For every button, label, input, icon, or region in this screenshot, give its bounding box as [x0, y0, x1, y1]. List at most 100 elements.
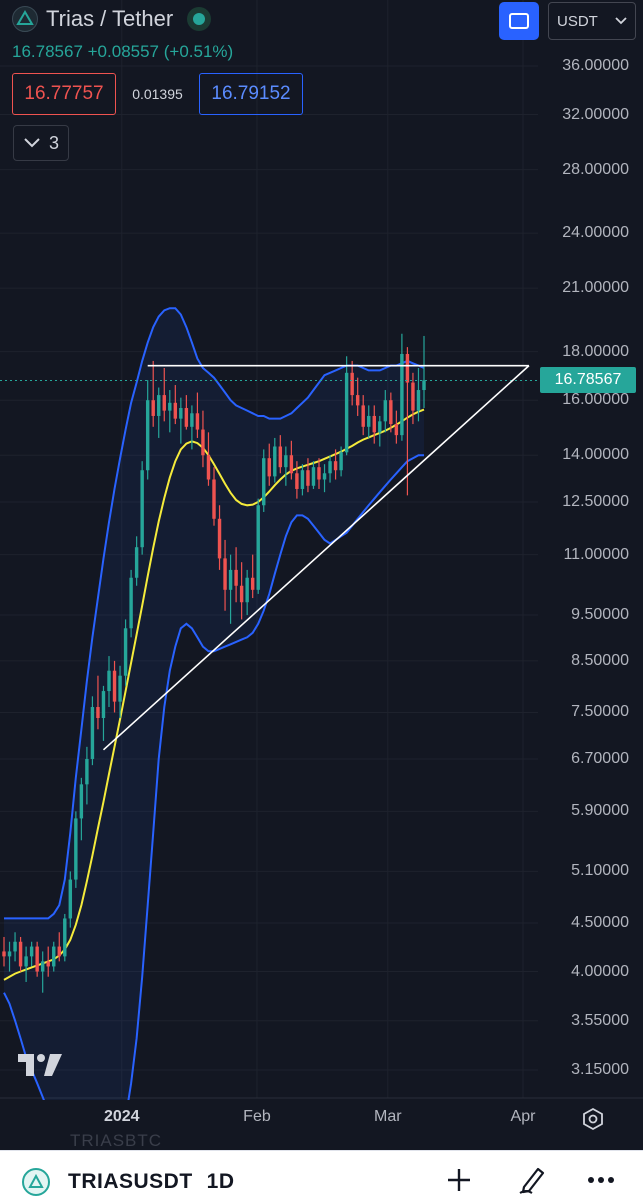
- timeframe-selector[interactable]: 1D: [206, 1170, 235, 1193]
- candle-body: [372, 415, 376, 433]
- price-axis-label: 28.00000: [562, 160, 629, 178]
- candle-body: [344, 372, 349, 453]
- time-axis-label: 2024: [103, 1108, 140, 1125]
- chevron-down-icon: [24, 138, 40, 148]
- candle-body: [350, 372, 354, 396]
- price-axis-label: 32.00000: [562, 105, 629, 123]
- candle-body: [7, 951, 12, 957]
- candle-body: [134, 547, 139, 578]
- time-axis-label: Mar: [374, 1108, 402, 1125]
- candle-body: [355, 395, 360, 406]
- candle-body: [322, 473, 327, 480]
- buy-price-button[interactable]: 16.79152: [199, 73, 303, 115]
- price-axis-label: 11.00000: [563, 545, 629, 563]
- more-options-button[interactable]: [581, 1162, 621, 1198]
- last-price-change: 16.78567 +0.08557 (+0.51%): [12, 42, 234, 61]
- bid-ask-panel: 16.77757 0.01395 16.79152: [12, 73, 303, 115]
- candle-body: [96, 707, 100, 719]
- price-axis-label: 4.00000: [571, 962, 629, 980]
- candle-body: [118, 675, 122, 702]
- chart-settings-button[interactable]: [578, 1104, 608, 1134]
- candle-body: [278, 446, 283, 468]
- price-chart[interactable]: [0, 0, 643, 1100]
- candle-body: [389, 400, 393, 425]
- bollinger-band-fill: [4, 308, 424, 1100]
- candle-body: [57, 946, 61, 957]
- price-axis-label: 16.00000: [562, 391, 629, 409]
- candle-body: [295, 473, 299, 489]
- fullscreen-button[interactable]: [499, 2, 539, 40]
- ascending-trendline: [102, 365, 530, 751]
- drawing-tools-button[interactable]: [512, 1162, 552, 1198]
- candle-body: [123, 628, 128, 676]
- candle-body: [411, 382, 415, 411]
- candle-body: [378, 421, 382, 433]
- tradingview-logo: [16, 1050, 64, 1083]
- price-axis-label: 21.00000: [562, 279, 629, 297]
- candle-body: [228, 569, 233, 590]
- candle-body: [151, 400, 155, 416]
- currency-value: USDT: [557, 12, 598, 30]
- time-axis-label: Apr: [510, 1108, 536, 1125]
- chart-area[interactable]: Trias / Tether 16.78567 +0.08557 (+0.51%…: [0, 0, 643, 1131]
- candle-body: [2, 951, 6, 957]
- candle-body: [300, 470, 305, 489]
- candle-body: [422, 380, 426, 391]
- pen-icon: [519, 1167, 545, 1194]
- candle-body: [24, 956, 28, 967]
- candle-body: [35, 946, 39, 972]
- candle-body: [383, 400, 388, 422]
- candle-body: [190, 413, 194, 427]
- candle-body: [239, 585, 244, 603]
- candle-body: [13, 941, 17, 952]
- candle-body: [157, 395, 161, 416]
- candle-body: [394, 424, 399, 436]
- more-dots-icon: [588, 1177, 614, 1183]
- market-open-status-icon: [187, 7, 212, 31]
- candle-body: [29, 946, 34, 957]
- candle-body: [101, 691, 106, 719]
- candle-body: [179, 408, 183, 419]
- symbol-title: Trias / Tether: [46, 6, 174, 31]
- sell-price-button[interactable]: 16.77757: [12, 73, 116, 115]
- price-axis-label: 3.55000: [571, 1011, 629, 1029]
- price-axis-label: 6.70000: [571, 749, 629, 767]
- price-axis-label: 12.50000: [562, 492, 629, 510]
- candle-body: [306, 470, 310, 486]
- candle-body: [317, 467, 321, 480]
- price-axis-label: 7.50000: [571, 703, 629, 721]
- current-price-tag: 16.78567: [540, 367, 636, 394]
- add-button[interactable]: [439, 1162, 479, 1198]
- price-axis-label: 5.90000: [571, 802, 629, 820]
- candle-body: [328, 461, 332, 474]
- price-axis-label: 8.50000: [571, 651, 629, 669]
- candle-body: [339, 452, 343, 471]
- candle-body: [367, 415, 371, 427]
- candle-body: [63, 918, 67, 957]
- candle-body: [273, 446, 277, 477]
- trias-coin-icon: [12, 6, 38, 32]
- candle-body: [74, 818, 78, 880]
- candle-body: [79, 784, 84, 819]
- candle-body: [234, 569, 238, 586]
- candle-body: [140, 470, 144, 548]
- candle-body: [195, 413, 200, 430]
- candle-body: [289, 455, 294, 474]
- indicators-toggle-button[interactable]: 3: [13, 125, 69, 161]
- candle-body: [46, 961, 50, 967]
- currency-select[interactable]: USDT: [548, 2, 636, 40]
- candle-body: [256, 505, 260, 590]
- candle-body: [162, 395, 166, 411]
- fullscreen-icon: [509, 13, 529, 29]
- candle-body: [129, 577, 133, 629]
- candle-body: [68, 879, 73, 919]
- candle-body: [206, 455, 211, 480]
- price-axis-label: 24.00000: [562, 224, 629, 242]
- candle-body: [40, 961, 45, 972]
- indicators-count: 3: [48, 132, 59, 153]
- candle-body: [311, 467, 316, 486]
- symbol-selector[interactable]: TRIASUSDT 1D: [68, 1170, 235, 1194]
- settings-hexagon-icon: [583, 1107, 603, 1131]
- candle-body: [201, 429, 205, 456]
- compare-symbol-label: TRIASBTC: [70, 1131, 163, 1150]
